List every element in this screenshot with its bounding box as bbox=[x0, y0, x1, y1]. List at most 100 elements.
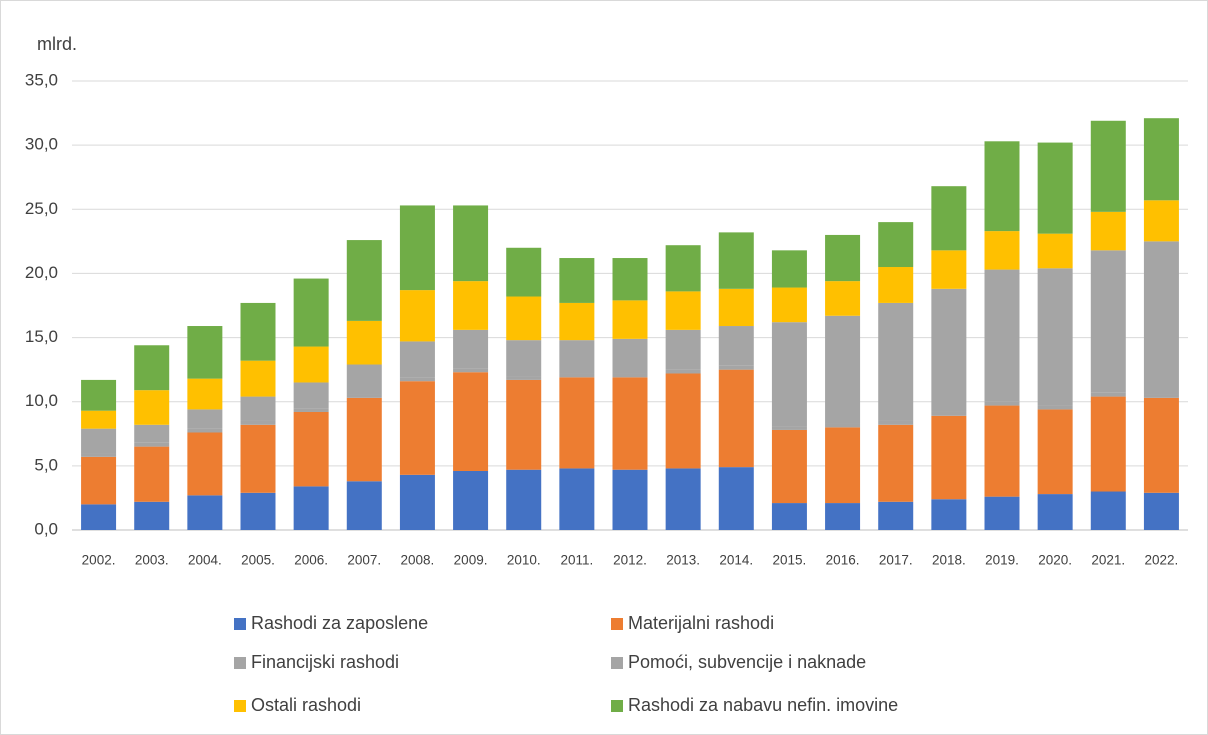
bar-segment bbox=[506, 376, 542, 380]
bar-segment bbox=[293, 411, 329, 487]
bar-segment bbox=[453, 372, 489, 471]
bar-segment bbox=[878, 267, 914, 303]
bar-segment bbox=[81, 504, 117, 530]
y-tick-label: 35,0 bbox=[25, 70, 58, 89]
bar-segment bbox=[771, 503, 807, 530]
bar-segment bbox=[1143, 394, 1179, 398]
bar-segment bbox=[984, 496, 1020, 530]
bar-segment bbox=[1037, 142, 1073, 234]
bar-segment bbox=[1090, 491, 1126, 530]
legend-label: Rashodi za zaposlene bbox=[251, 613, 428, 633]
legend-swatch bbox=[234, 700, 246, 712]
bar-segment bbox=[453, 281, 489, 330]
bar-segment bbox=[559, 258, 595, 303]
bar-segment bbox=[878, 424, 914, 502]
legend-swatch bbox=[611, 618, 623, 630]
bar-segment bbox=[134, 345, 170, 391]
bar-segment bbox=[1090, 392, 1126, 397]
bar-segment bbox=[665, 369, 701, 374]
bar-segment bbox=[1090, 396, 1126, 492]
x-tick-label: 2020. bbox=[1038, 553, 1072, 568]
bar-segment bbox=[1090, 250, 1126, 393]
bar-segment bbox=[293, 486, 329, 530]
legend-swatch bbox=[234, 618, 246, 630]
bar-segment bbox=[718, 232, 754, 289]
x-tick-label: 2015. bbox=[773, 553, 807, 568]
bar-segment bbox=[81, 428, 117, 454]
bar-segment bbox=[134, 442, 170, 447]
bar-segment bbox=[931, 288, 967, 412]
bar-segment bbox=[771, 426, 807, 430]
legend-swatch bbox=[234, 657, 246, 669]
bar-segment bbox=[293, 346, 329, 383]
x-tick-label: 2009. bbox=[454, 553, 488, 568]
bar-segment bbox=[134, 390, 170, 425]
x-tick-label: 2016. bbox=[826, 553, 860, 568]
bar-segment bbox=[825, 281, 861, 316]
bar-segment bbox=[878, 302, 914, 421]
bar-segment bbox=[771, 429, 807, 504]
bar-segment bbox=[984, 405, 1020, 497]
bar-segment bbox=[187, 495, 223, 530]
bar-segment bbox=[559, 468, 595, 530]
bar-segment bbox=[1037, 268, 1073, 406]
bar-segment bbox=[346, 364, 382, 395]
bar-segment bbox=[612, 373, 648, 378]
x-tick-label: 2014. bbox=[719, 553, 753, 568]
bar-segment bbox=[399, 381, 435, 475]
legend-label: Materijalni rashodi bbox=[628, 613, 774, 633]
bar-segment bbox=[612, 469, 648, 530]
bar-segment bbox=[240, 360, 276, 397]
x-tick-label: 2018. bbox=[932, 553, 966, 568]
bar-segment bbox=[240, 302, 276, 361]
bar-segment bbox=[771, 287, 807, 323]
bar-segment bbox=[1037, 233, 1073, 269]
y-tick-label: 20,0 bbox=[25, 263, 58, 282]
bar-segment bbox=[1143, 200, 1179, 242]
bar-segment bbox=[825, 503, 861, 530]
x-tick-label: 2004. bbox=[188, 553, 222, 568]
bar-segment bbox=[559, 340, 595, 374]
bar-segment bbox=[665, 245, 701, 292]
bar-segment bbox=[825, 423, 861, 428]
x-tick-label: 2012. bbox=[613, 553, 647, 568]
bar-segment bbox=[771, 250, 807, 288]
x-tick-label: 2007. bbox=[347, 553, 381, 568]
y-tick-label: 10,0 bbox=[25, 391, 58, 410]
bar-segment bbox=[984, 141, 1020, 232]
bar-segment bbox=[81, 379, 117, 411]
bar-segment bbox=[453, 329, 489, 369]
y-tick-label: 30,0 bbox=[25, 135, 58, 154]
bar-segment bbox=[187, 326, 223, 379]
x-tick-label: 2022. bbox=[1145, 553, 1179, 568]
bar-segment bbox=[399, 377, 435, 382]
bar-segment bbox=[718, 288, 754, 327]
bar-segment bbox=[612, 258, 648, 301]
bar-segment bbox=[878, 420, 914, 425]
x-tick-label: 2003. bbox=[135, 553, 169, 568]
bar-segment bbox=[1037, 494, 1073, 530]
bar-segment bbox=[1037, 405, 1073, 410]
bar-segment bbox=[665, 291, 701, 330]
bar-segment bbox=[399, 341, 435, 378]
bar-segment bbox=[453, 205, 489, 282]
bar-segment bbox=[665, 373, 701, 469]
bar-segment bbox=[878, 222, 914, 268]
bar-segment bbox=[718, 326, 754, 366]
bar-segment bbox=[559, 373, 595, 378]
bar-segment bbox=[187, 409, 223, 429]
bar-segment bbox=[931, 250, 967, 289]
x-tick-label: 2017. bbox=[879, 553, 913, 568]
legend-label: Pomoći, subvencije i naknade bbox=[628, 652, 866, 672]
bar-segment bbox=[187, 378, 223, 410]
x-tick-label: 2005. bbox=[241, 553, 275, 568]
bar-segment bbox=[81, 456, 117, 505]
bar-segment bbox=[771, 322, 807, 427]
bar-segment bbox=[506, 247, 542, 297]
x-tick-label: 2011. bbox=[560, 553, 593, 568]
bar-segment bbox=[346, 320, 382, 365]
bar-segment bbox=[506, 296, 542, 341]
bar-segment bbox=[293, 382, 329, 409]
bar-segment bbox=[293, 408, 329, 412]
bar-segment bbox=[931, 499, 967, 530]
